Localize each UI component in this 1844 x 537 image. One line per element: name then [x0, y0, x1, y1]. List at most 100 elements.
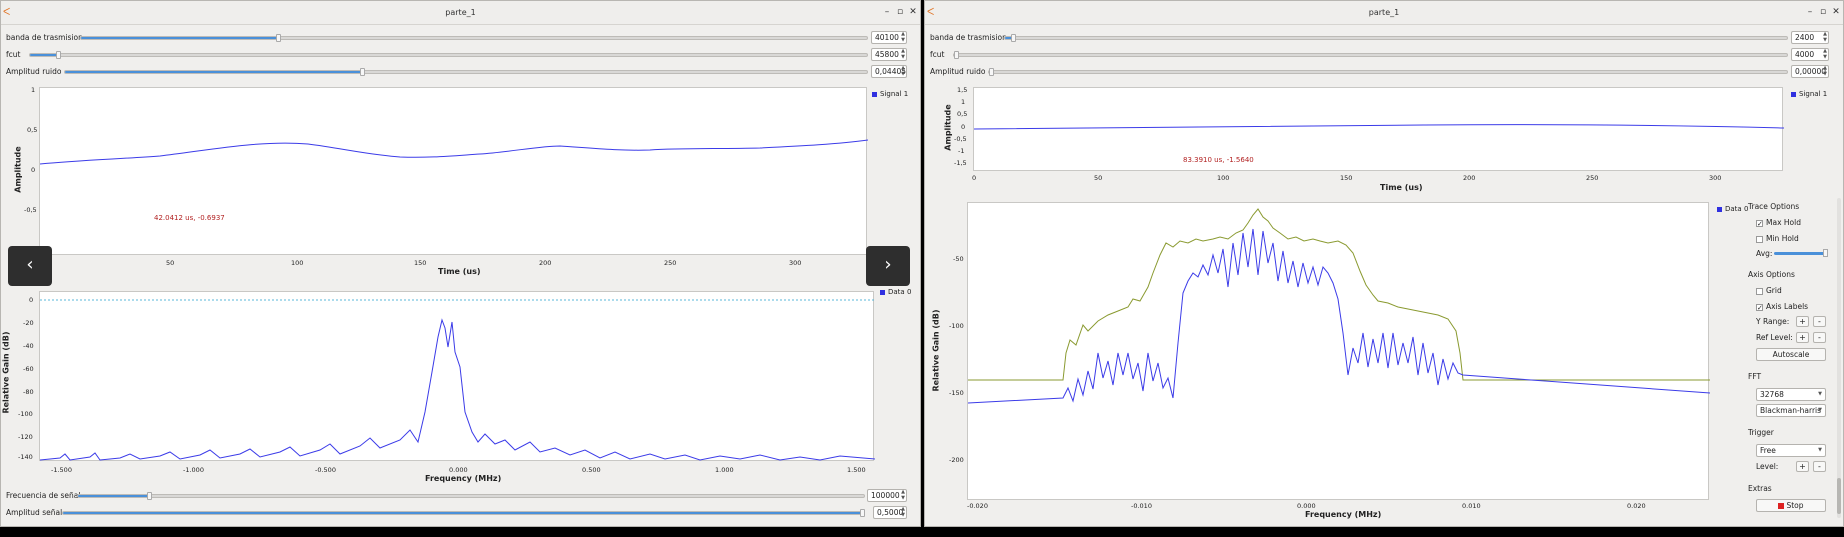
legend-signal-1[interactable]: Signal 1 [1791, 90, 1827, 98]
extras-heading: Extras [1748, 484, 1772, 493]
signal-1-trace [40, 139, 868, 165]
fcut-slider[interactable] [29, 51, 868, 59]
level-plus-button[interactable]: + [1796, 461, 1809, 472]
slider-label: Amplitud ruido [6, 67, 62, 76]
scrollbar-thumb[interactable] [1837, 478, 1841, 514]
grid-checkbox[interactable]: Grid [1756, 286, 1782, 295]
maximize-icon[interactable]: ▫ [896, 7, 904, 17]
max-hold-trace [968, 208, 1710, 381]
slider-row-amplitud-senal: Amplitud señal 0,5000 ▲ ▼ [1, 506, 922, 520]
ref-level-label: Ref Level: [1756, 333, 1793, 342]
fcut-spinbox[interactable]: 4000 ▲ ▼ [1791, 48, 1829, 61]
slider-label: Amplitud ruido [930, 67, 986, 76]
slider-row-amplitud-ruido: Amplitud ruido 0,04405 ▲ ▼ [1, 65, 922, 79]
chevron-down-icon: ▼ [1818, 447, 1822, 453]
fft-heading: FFT [1748, 372, 1762, 381]
slider-handle[interactable] [989, 68, 994, 76]
stop-button[interactable]: Stop [1756, 499, 1826, 512]
x-tick: 100 [291, 259, 304, 267]
freq-plot-canvas[interactable] [39, 291, 875, 461]
y-tick: 1 [31, 86, 36, 94]
slider-handle[interactable] [954, 51, 959, 59]
autoscale-button[interactable]: Autoscale [1756, 348, 1826, 361]
slider-handle [1823, 249, 1828, 257]
x-tick: -0.500 [315, 466, 336, 474]
panel-scrollbar[interactable] [1837, 198, 1841, 518]
frecuencia-slider[interactable] [77, 492, 865, 500]
checkbox-checked-icon: ✓ [1756, 303, 1763, 312]
ref-level-plus-button[interactable]: + [1796, 332, 1809, 343]
gnuradio-window-right: ᐸ parte_1 – ▫ ✕ banda de trasmision 2400… [924, 0, 1844, 527]
amplitud-ruido-spinbox[interactable]: 0,04405 ▲ ▼ [871, 65, 907, 78]
slider-label: fcut [930, 50, 945, 59]
y-range-minus-button[interactable]: - [1813, 316, 1826, 327]
prev-image-button[interactable]: ‹ [8, 246, 52, 286]
legend-swatch [1717, 206, 1722, 212]
slider-row-fcut: fcut 45800 ▲ ▼ [1, 48, 922, 62]
y-range-plus-button[interactable]: + [1796, 316, 1809, 327]
title-bar: ᐸ parte_1 – ▫ ✕ [1, 1, 920, 25]
legend-data-0[interactable]: Data 0 [880, 288, 911, 296]
avg-slider[interactable] [1774, 249, 1828, 257]
slider-handle[interactable] [146, 492, 152, 500]
slider-row-banda: banda de trasmision 40100 ▲ ▼ [1, 31, 922, 45]
maximize-icon[interactable]: ▫ [1819, 7, 1827, 17]
banda-slider[interactable] [80, 34, 868, 42]
checkbox-empty-icon [1756, 287, 1763, 295]
y-tick: -0,5 [24, 206, 37, 214]
slider-handle[interactable] [275, 34, 281, 42]
slider-handle[interactable] [860, 509, 865, 517]
y-tick: -140 [18, 453, 33, 461]
fft-size-select[interactable]: 32768 ▼ [1756, 388, 1826, 401]
freq-plot-canvas[interactable] [967, 202, 1710, 500]
amplitud-ruido-slider[interactable] [988, 68, 1788, 76]
chevron-down-icon: ▼ [1818, 391, 1822, 397]
y-tick: 1,5 [957, 86, 968, 94]
amplitud-ruido-slider[interactable] [64, 68, 868, 76]
trigger-mode-select[interactable]: Free ▼ [1756, 444, 1826, 457]
fcut-slider[interactable] [953, 51, 1788, 59]
amplitud-senal-slider[interactable] [62, 509, 865, 517]
slider-handle[interactable] [55, 51, 61, 59]
max-hold-checkbox[interactable]: ✓ Max Hold [1756, 218, 1801, 228]
fcut-spinbox[interactable]: 45800 ▲ ▼ [871, 48, 907, 61]
ref-level-minus-button[interactable]: - [1813, 332, 1826, 343]
next-image-button[interactable]: › [866, 246, 910, 286]
y-tick: -60 [23, 365, 34, 373]
min-hold-checkbox[interactable]: Min Hold [1756, 234, 1799, 243]
axis-labels-checkbox[interactable]: ✓ Axis Labels [1756, 302, 1809, 312]
banda-spinbox[interactable]: 2400 ▲ ▼ [1791, 31, 1829, 44]
level-minus-button[interactable]: - [1813, 461, 1826, 472]
minimize-icon[interactable]: – [1807, 7, 1813, 17]
banda-spinbox[interactable]: 40100 ▲ ▼ [871, 31, 907, 44]
legend-swatch [872, 91, 877, 97]
amplitud-ruido-spinbox[interactable]: 0,00000 ▲ ▼ [1791, 65, 1829, 78]
y-tick: 0 [29, 296, 34, 304]
y-range-label: Y Range: [1756, 317, 1790, 326]
x-tick: -0.010 [1131, 502, 1152, 510]
window-title: parte_1 [445, 8, 476, 17]
close-icon[interactable]: ✕ [1832, 7, 1840, 17]
data-0-trace [968, 228, 1710, 404]
slider-label: banda de trasmision [930, 33, 1007, 42]
amplitud-senal-spinbox[interactable]: 0,5000 ▲ ▼ [873, 506, 907, 519]
legend-signal-1[interactable]: Signal 1 [872, 90, 908, 98]
x-tick: 0.000 [1297, 502, 1316, 510]
y-tick: 1 [961, 98, 966, 106]
signal-1-trace [974, 124, 1784, 130]
banda-slider[interactable] [1004, 34, 1788, 42]
frecuencia-spinbox[interactable]: 100000 ▲ ▼ [867, 489, 907, 502]
close-icon[interactable]: ✕ [909, 7, 917, 17]
level-label: Level: [1756, 462, 1779, 471]
x-tick: -0.020 [967, 502, 988, 510]
time-plot-canvas[interactable] [973, 87, 1784, 171]
x-tick: 0 [972, 174, 977, 182]
minimize-icon[interactable]: – [884, 7, 890, 17]
legend-data-0[interactable]: Data 0 [1717, 205, 1748, 213]
slider-handle[interactable] [359, 68, 365, 76]
time-plot-canvas[interactable] [39, 87, 868, 255]
y-tick: -20 [23, 319, 34, 327]
x-tick: 100 [1217, 174, 1230, 182]
window-type-select[interactable]: Blackman-harris ▼ [1756, 404, 1826, 417]
slider-handle[interactable] [1010, 34, 1016, 42]
